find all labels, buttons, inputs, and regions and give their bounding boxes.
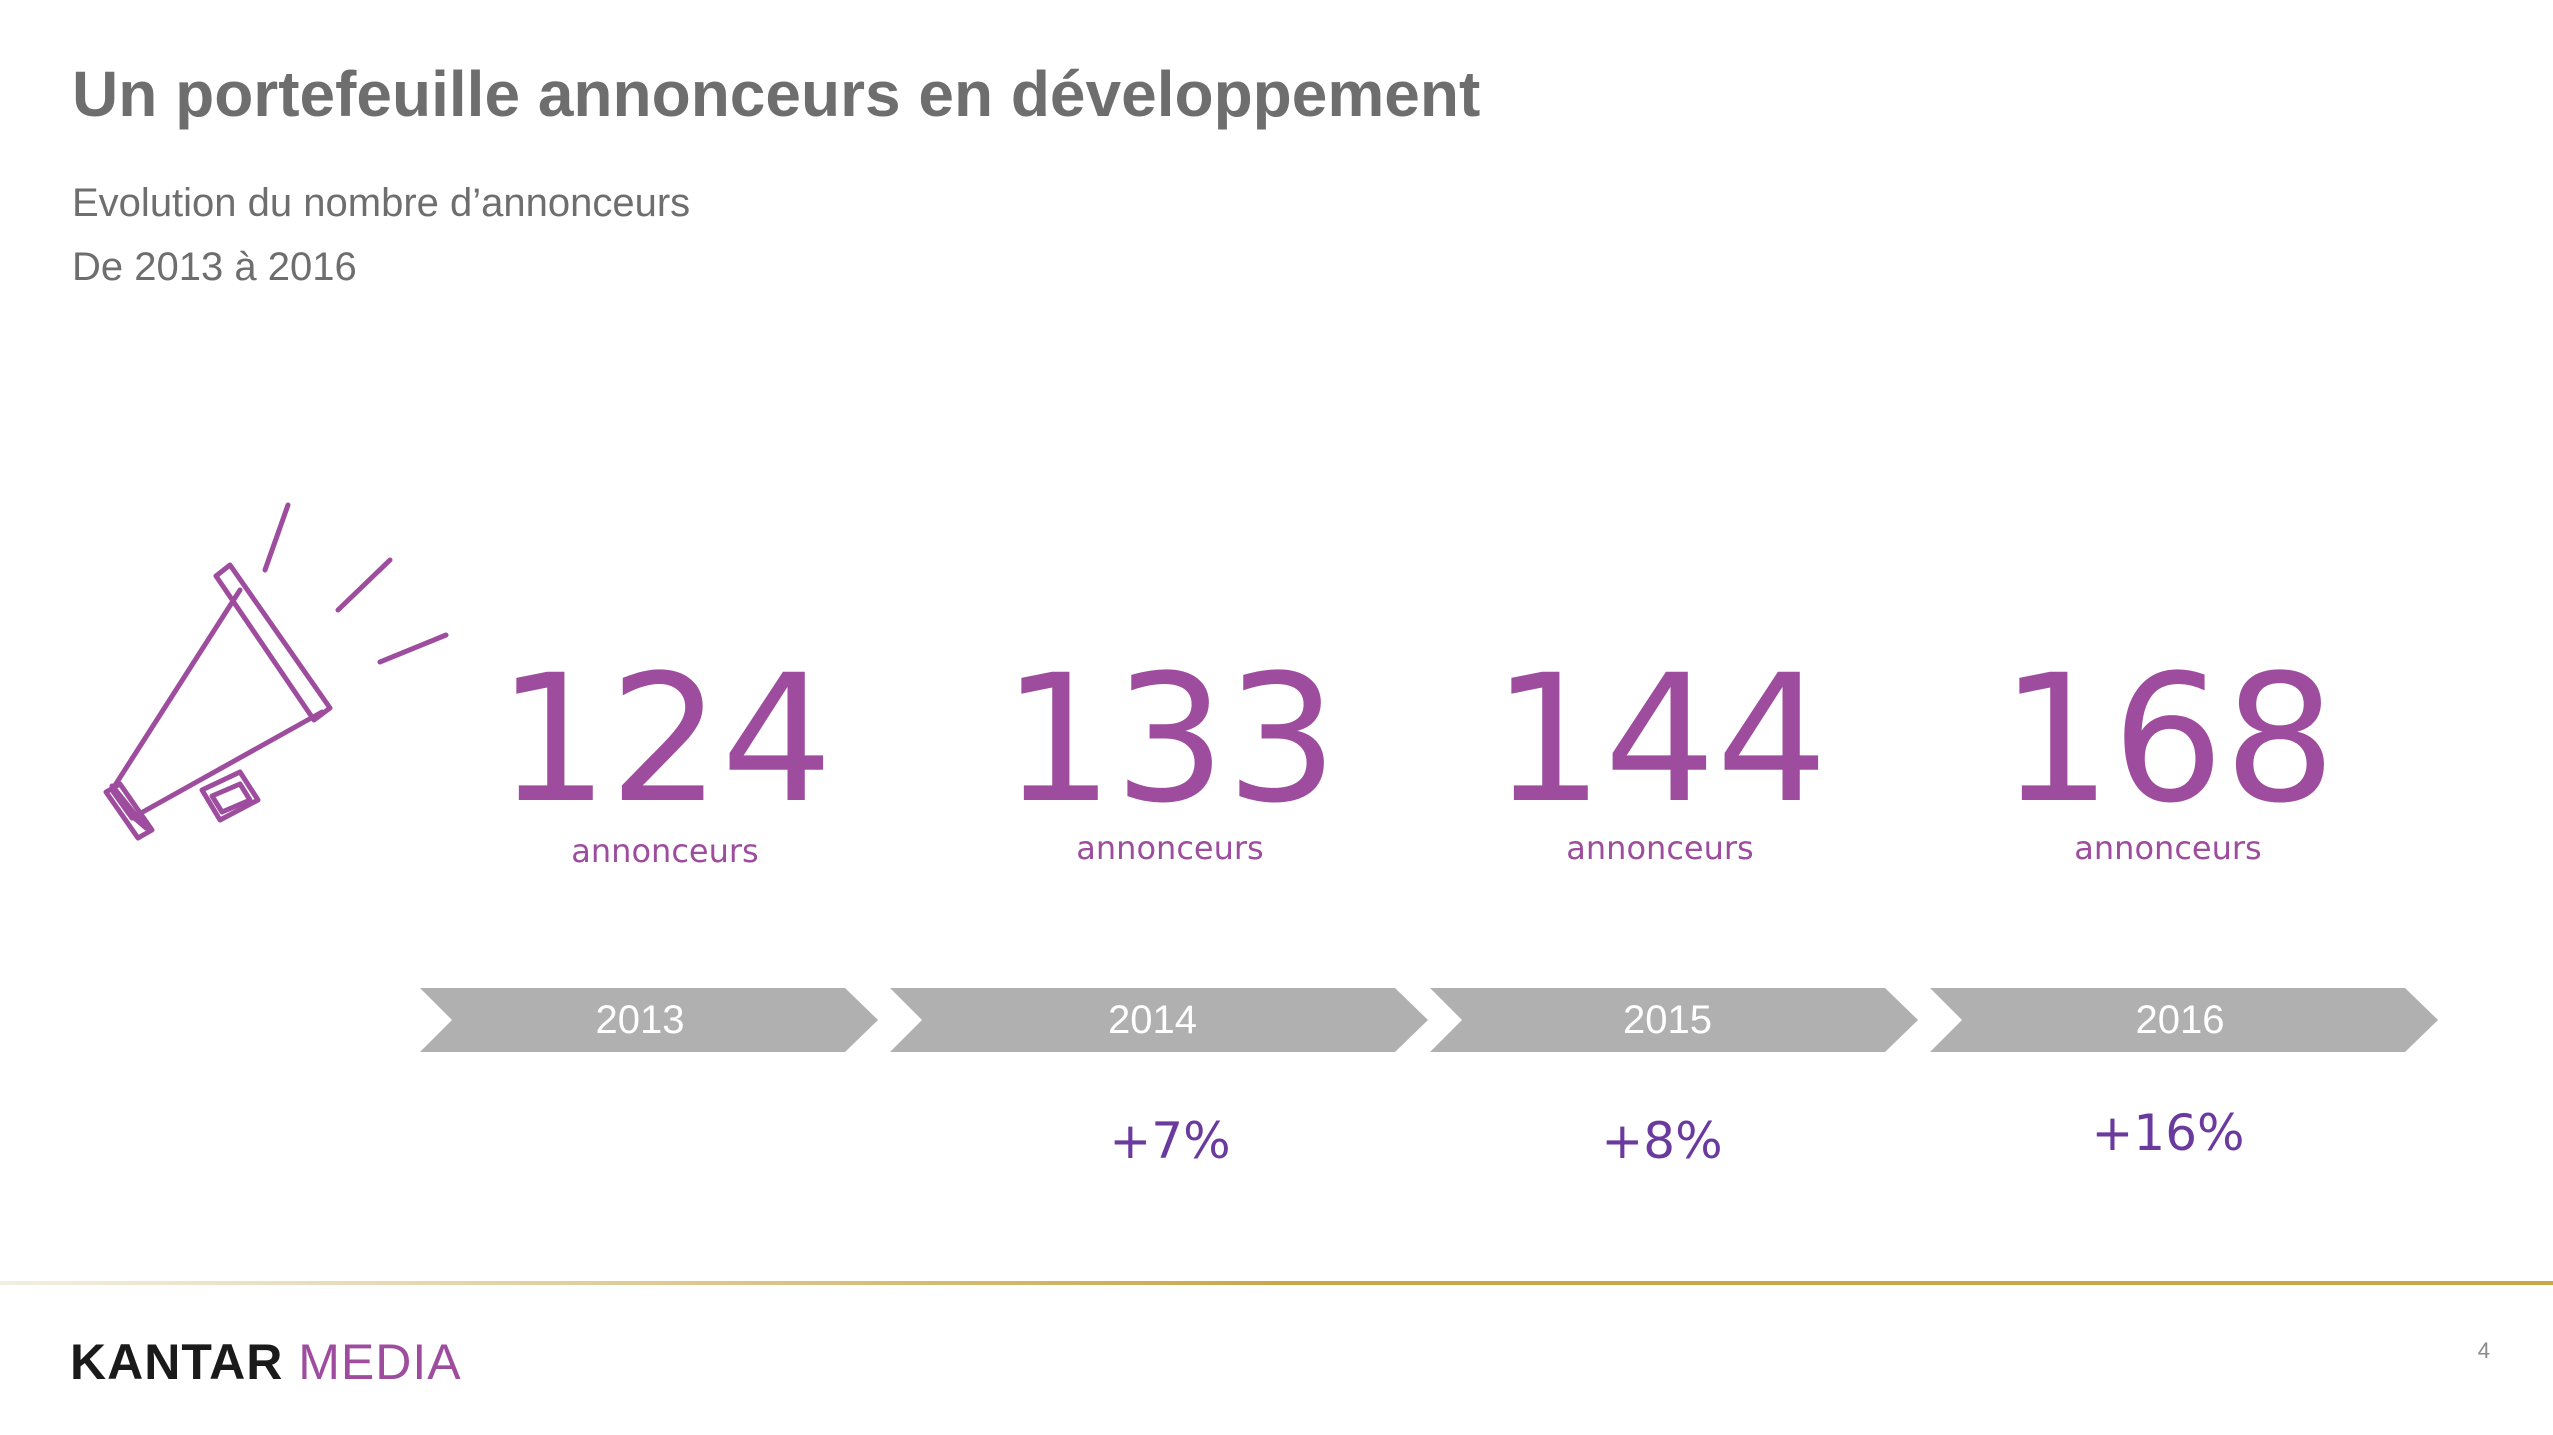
timeline-chevron-2014: [890, 988, 1428, 1052]
stat-unit: annonceurs: [2074, 829, 2262, 867]
page-number: 4: [2477, 1338, 2490, 1363]
slide-subtitle: Evolution du nombre d’annonceurs: [72, 181, 691, 225]
stat-value: 133: [1002, 637, 1338, 842]
stat-value: 144: [1492, 637, 1828, 842]
growth-2016: +16%: [2091, 1104, 2245, 1162]
timeline-year-label: 2016: [2135, 998, 2225, 1042]
timeline-chevron-2013: [420, 988, 878, 1052]
timeline-year-label: 2013: [595, 998, 685, 1042]
stat-value: 168: [2000, 637, 2336, 842]
growth-2015: +8%: [1601, 1112, 1723, 1170]
stat-unit: annonceurs: [1566, 829, 1754, 867]
stat-value: 124: [497, 637, 833, 842]
stat-unit: annonceurs: [1076, 829, 1264, 867]
logo-kantar: KANTAR: [70, 1334, 284, 1390]
timeline-chevron-2015: [1430, 988, 1918, 1052]
timeline-chevron-2016: [1930, 988, 2438, 1052]
stat-unit: annonceurs: [571, 832, 759, 870]
footer-divider: [0, 1281, 2553, 1285]
timeline-year-label: 2014: [1108, 998, 1197, 1042]
year-timeline: 2013 2014 2015 2016: [400, 988, 2440, 1052]
slide-date-range: De 2013 à 2016: [72, 245, 357, 289]
growth-2014: +7%: [1109, 1112, 1231, 1170]
timeline-year-label: 2015: [1623, 998, 1712, 1042]
kantar-media-logo: KANTAR MEDIA: [70, 1337, 462, 1387]
logo-media: MEDIA: [298, 1334, 462, 1390]
megaphone-icon: [103, 502, 449, 841]
slide-title: Un portefeuille annonceurs en développem…: [72, 58, 1481, 130]
